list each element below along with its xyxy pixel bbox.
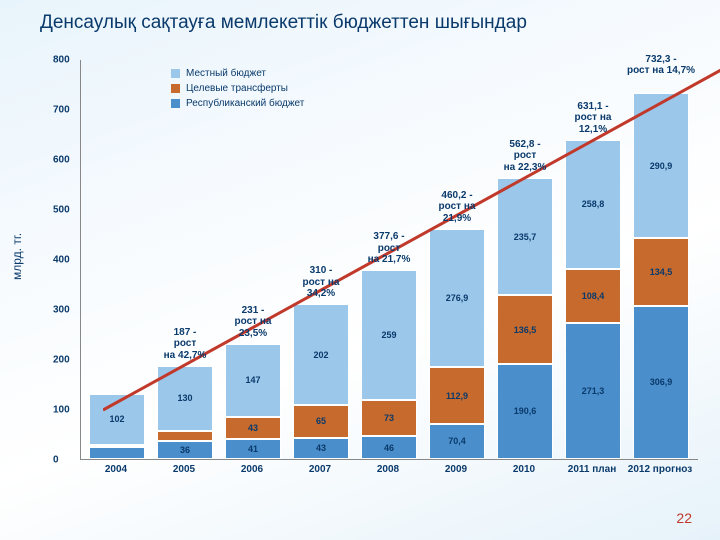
bar-annotation: 460,2 -рост на21,9% [422,190,492,225]
bar-segment: 136,5 [497,295,553,363]
chart-container: Местный бюджетЦелевые трансфертыРеспубли… [58,60,698,490]
y-tick: 0 [53,455,59,466]
bar-segment: 276,9 [429,229,485,367]
segment-value: 41 [248,444,258,454]
bar-segment: 24 [89,447,145,459]
x-category: 2006 [217,464,287,475]
bar-segment: 306,9 [633,306,689,459]
page-title: Денсаулық сақтауға мемлекеттік бюджеттен… [40,12,700,34]
segment-value: 134,5 [650,267,673,277]
y-tick: 600 [53,155,70,166]
bar-segment: 102 [89,394,145,445]
bar-segment: 235,7 [497,178,553,296]
bar-segment: 258,8 [565,140,621,269]
segment-value: 73 [384,413,394,423]
segment-value: 36 [180,445,190,455]
bar-segment: 202 [293,304,349,405]
y-tick: 500 [53,205,70,216]
segment-value: 290,9 [650,161,673,171]
segment-value: 102 [109,414,124,424]
x-category: 2005 [149,464,219,475]
bar-annotation: 310 -рост на34,2% [286,265,356,300]
y-tick: 300 [53,305,70,316]
bar-segment: 5 [89,445,145,448]
y-tick: 200 [53,355,70,366]
x-category: 2007 [285,464,355,475]
y-tick: 400 [53,255,70,266]
bar-segment: 65 [293,405,349,438]
bar-annotation: 377,6 -ростна 21,7% [354,231,424,266]
y-axis-label: млрд. тг. [10,233,24,280]
segment-value: 190,6 [514,406,537,416]
bar-segment: 41 [225,439,281,460]
bar-segment: 112,9 [429,367,485,423]
segment-value: 43 [316,443,326,453]
bar-segment: 147 [225,344,281,418]
bar-segment: 70,4 [429,424,485,459]
segment-value: 112,9 [446,391,468,401]
plot-area: Местный бюджетЦелевые трансфертыРеспубли… [80,60,698,460]
segment-value: 259 [381,330,396,340]
bar-segment: 43 [225,417,281,439]
x-category: 2011 план [557,464,627,475]
bar-segment: 36 [157,441,213,459]
bar-annotation: 187 -ростна 42,7% [150,327,220,362]
bar-segment: 46 [361,436,417,459]
bar-annotation: 732,3 -рост на 14,7% [626,54,696,77]
segment-value: 202 [313,350,328,360]
bar-segment: 73 [361,400,417,437]
x-category: 2008 [353,464,423,475]
segment-value: 130 [177,393,192,403]
bar-annotation: 631,1 -рост на12,1% [558,101,628,136]
segment-value: 235,7 [514,232,537,242]
bar-segment: 290,9 [633,93,689,238]
y-tick: 700 [53,105,70,116]
segment-value: 108,4 [582,291,605,301]
x-category: 2010 [489,464,559,475]
bar-segment: 43 [293,438,349,460]
bar-segment: 108,4 [565,269,621,323]
bar-segment: 130 [157,366,213,431]
bar-segment: 21 [157,431,213,442]
segment-value: 306,9 [650,377,673,387]
y-tick: 800 [53,55,70,66]
bar-segment: 190,6 [497,364,553,459]
segment-value: 276,9 [446,293,469,303]
x-category: 2009 [421,464,491,475]
segment-value: 46 [384,443,394,453]
segment-value: 136,5 [514,325,537,335]
segment-value: 43 [248,423,258,433]
x-category: 2004 [81,464,151,475]
page-number: 22 [676,510,692,526]
bar-segment: 271,3 [565,323,621,459]
bar-segment: 259 [361,270,417,400]
bar-segment: 134,5 [633,238,689,305]
segment-value: 258,8 [582,199,605,209]
bar-annotation: 562,8 -ростна 22,3% [490,139,560,174]
bar-annotation: 231 -рост на23,5% [218,305,288,340]
segment-value: 147 [245,375,260,385]
y-tick: 100 [53,405,70,416]
segment-value: 70,4 [448,436,466,446]
x-category: 2012 прогноз [625,464,695,475]
segment-value: 65 [316,416,326,426]
segment-value: 271,3 [582,386,605,396]
